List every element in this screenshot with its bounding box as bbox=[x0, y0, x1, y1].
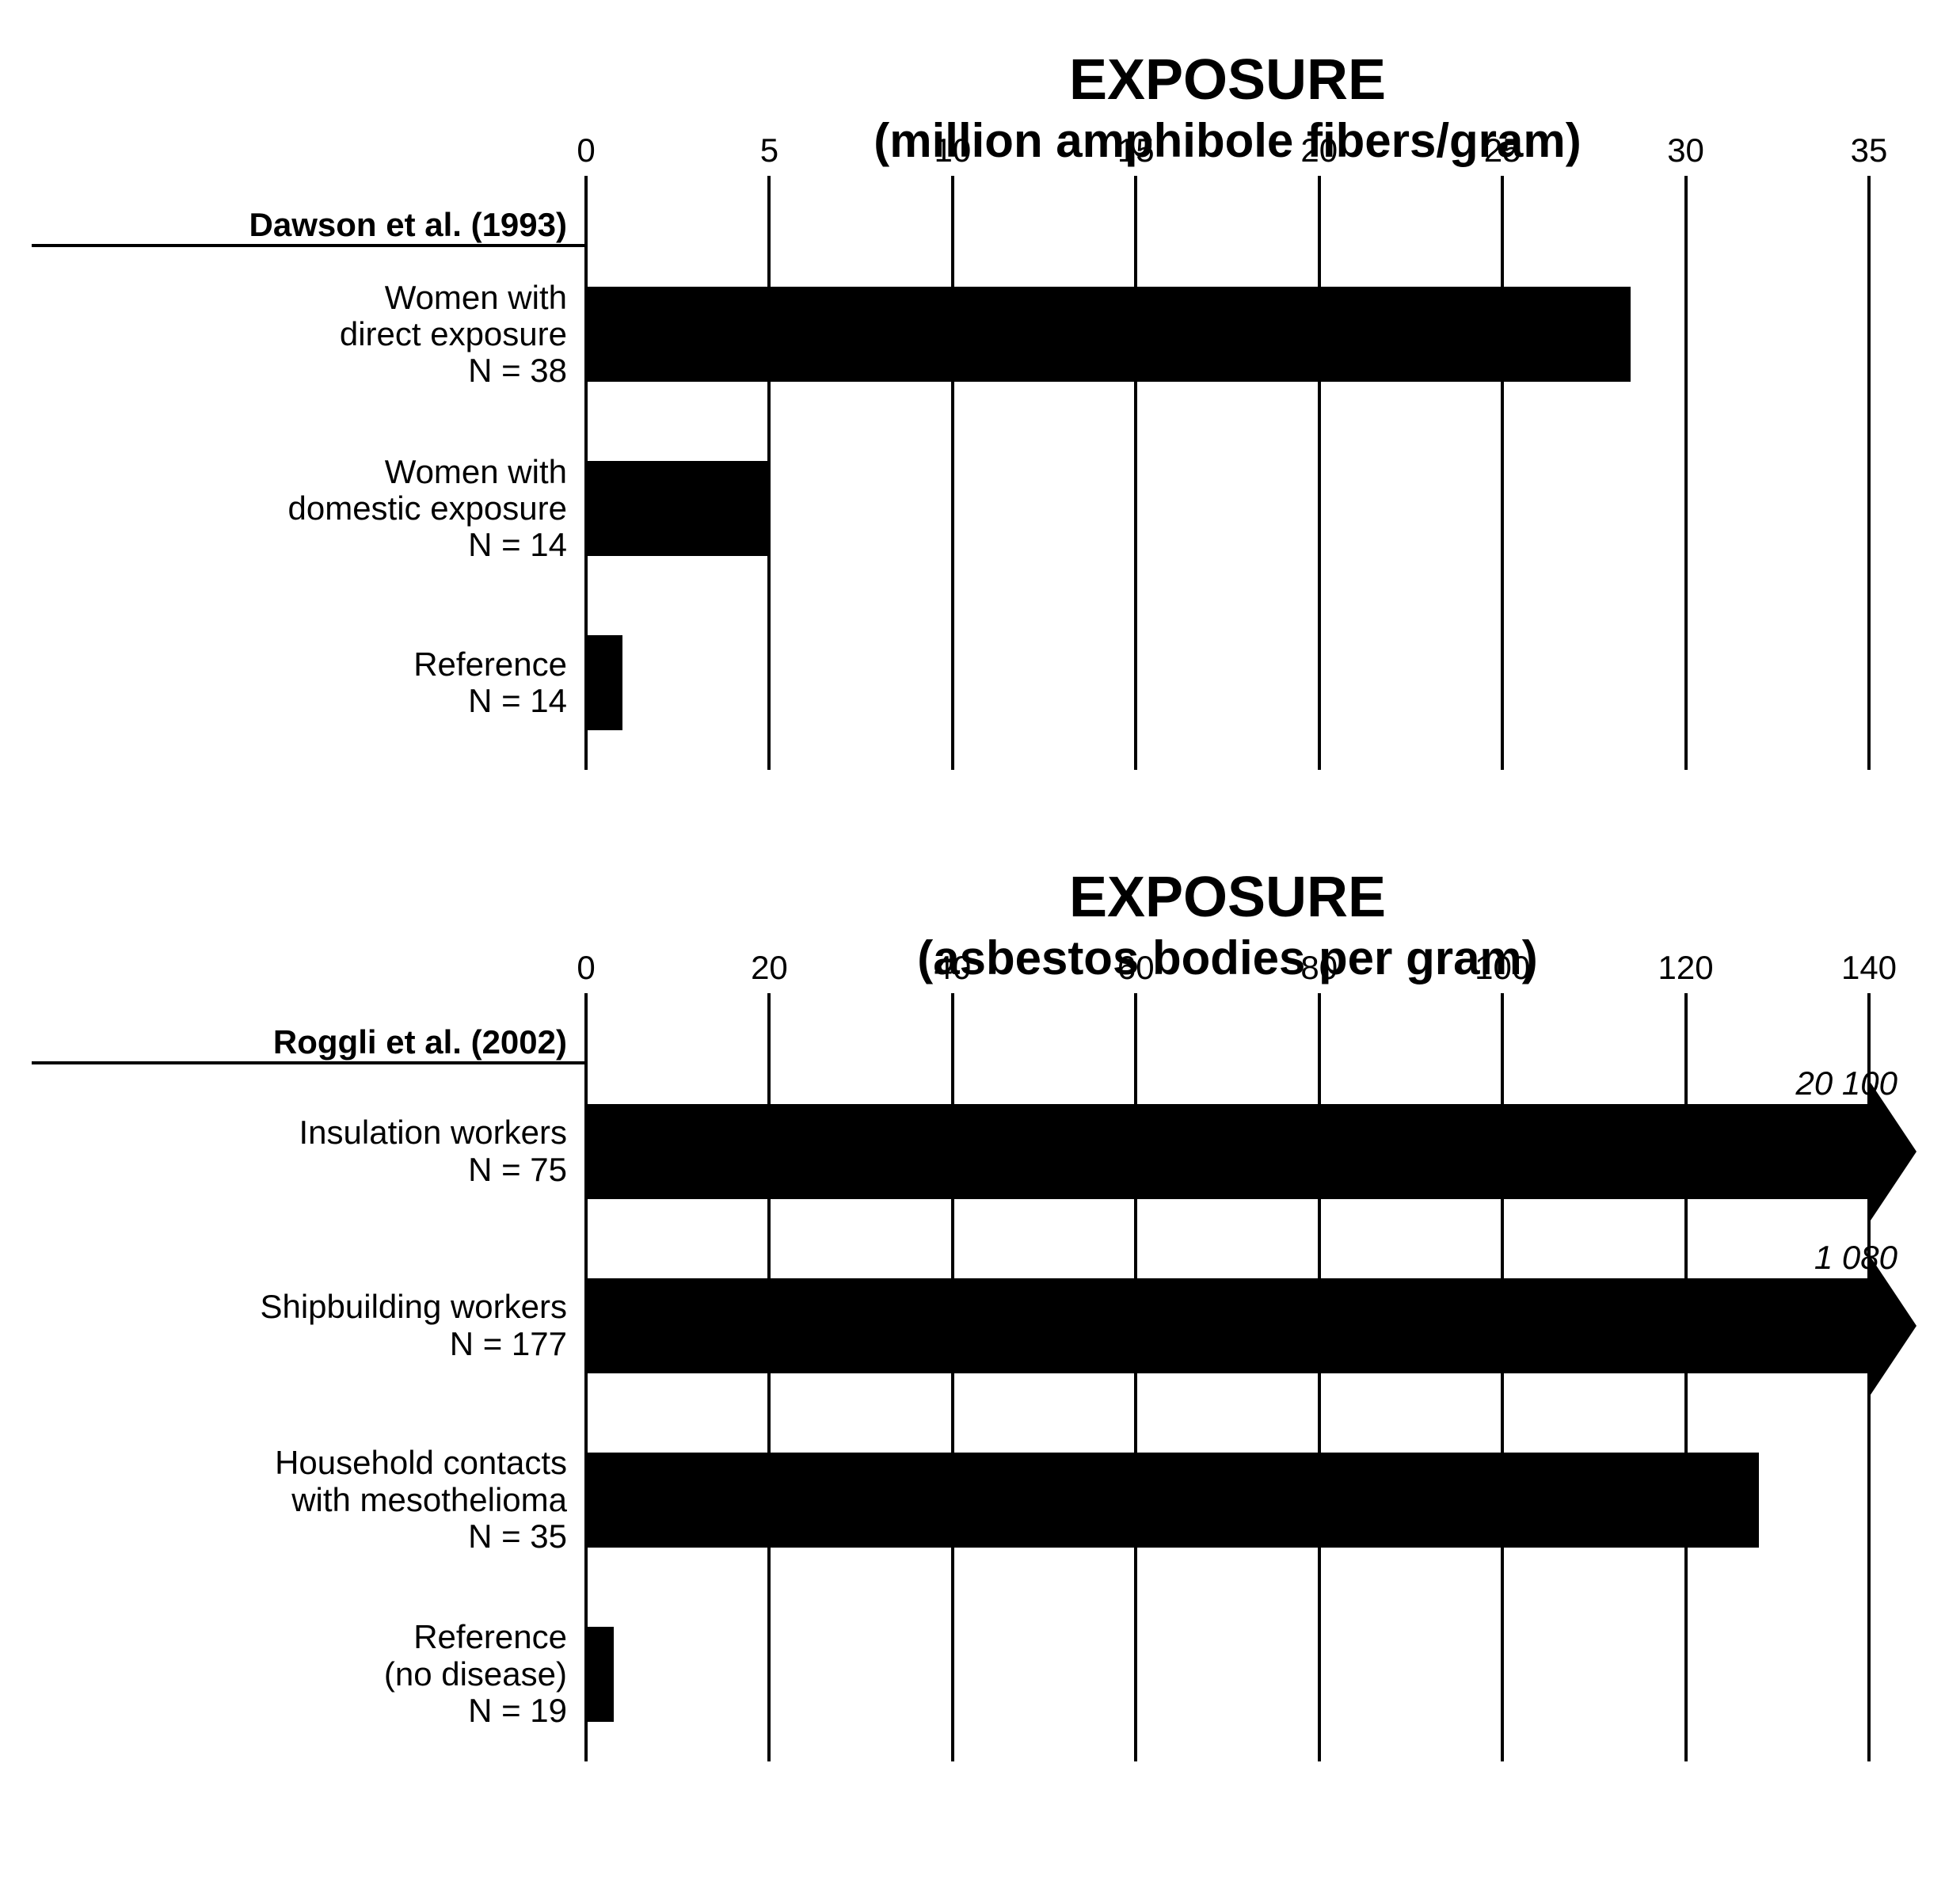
chart2-category-label: Insulation workersN = 75 bbox=[32, 1064, 586, 1239]
chart1-title-line1: EXPOSURE bbox=[586, 48, 1869, 113]
chart2-tick-label: 20 bbox=[751, 949, 788, 987]
chart2-category-label: Shipbuilding workersN = 177 bbox=[32, 1239, 586, 1413]
chart1-tick-label: 15 bbox=[1117, 131, 1155, 169]
chart2-category-label-line: N = 177 bbox=[32, 1326, 567, 1362]
chart1-tick-label: 5 bbox=[760, 131, 778, 169]
chart2: EXPOSURE(asbestos bodies per gram)Roggli… bbox=[32, 865, 1913, 1761]
chart2-category-label: Reference(no disease)N = 19 bbox=[32, 1587, 586, 1761]
chart1-category-label: Women withdirect exposureN = 38 bbox=[32, 247, 586, 421]
chart1-category-label-line: Women with bbox=[32, 454, 567, 490]
chart2-tick-label: 40 bbox=[934, 949, 971, 987]
chart2-tick-label: 0 bbox=[577, 949, 595, 987]
chart2-bar bbox=[586, 1278, 1869, 1373]
chart1-y-labels: Dawson et al. (1993)Women withdirect exp… bbox=[32, 176, 586, 770]
chart1-tick-label: 10 bbox=[934, 131, 971, 169]
chart2-category-label-line: Shipbuilding workers bbox=[32, 1289, 567, 1325]
chart1-gridline bbox=[1318, 176, 1321, 770]
chart2-category-label: Household contactswith mesotheliomaN = 3… bbox=[32, 1413, 586, 1587]
chart2-study-label: Roggli et al. (2002) bbox=[32, 993, 586, 1064]
chart2-title-line1: EXPOSURE bbox=[586, 865, 1869, 931]
chart2-tick-label: 80 bbox=[1300, 949, 1338, 987]
chart1-tick-label: 35 bbox=[1851, 131, 1888, 169]
chart1-category-label-line: N = 14 bbox=[32, 527, 567, 563]
chart2-category-label-line: N = 35 bbox=[32, 1518, 567, 1555]
chart2-body: Roggli et al. (2002)Insulation workersN … bbox=[32, 993, 1913, 1761]
chart1-gridline bbox=[1501, 176, 1504, 770]
chart1-gridline bbox=[1134, 176, 1137, 770]
chart2-category-label-line: (no disease) bbox=[32, 1656, 567, 1693]
chart1: EXPOSURE(million amphibole fibers/gram)D… bbox=[32, 48, 1913, 770]
chart2-bar bbox=[586, 1627, 614, 1722]
chart1-category-label: Women withdomestic exposureN = 14 bbox=[32, 421, 586, 596]
chart1-gridline bbox=[951, 176, 954, 770]
chart2-tick-label: 140 bbox=[1841, 949, 1897, 987]
chart1-study-label: Dawson et al. (1993) bbox=[32, 176, 586, 247]
chart1-category-label-line: direct exposure bbox=[32, 316, 567, 352]
chart1-bar bbox=[586, 287, 1631, 382]
chart1-bar bbox=[586, 635, 622, 730]
chart2-tick-label: 100 bbox=[1475, 949, 1530, 987]
chart1-category-label-line: domestic exposure bbox=[32, 490, 567, 527]
chart2-arrowhead-icon bbox=[1869, 1255, 1916, 1397]
chart2-bar bbox=[586, 1453, 1759, 1548]
chart1-plot: 05101520253035 bbox=[586, 176, 1913, 770]
chart1-category-label-line: N = 38 bbox=[32, 352, 567, 389]
chart2-category-label-line: Reference bbox=[32, 1619, 567, 1655]
chart1-tick-label: 30 bbox=[1667, 131, 1704, 169]
chart1-category-label: ReferenceN = 14 bbox=[32, 596, 586, 770]
chart2-y-labels: Roggli et al. (2002)Insulation workersN … bbox=[32, 993, 586, 1761]
chart2-bar bbox=[586, 1104, 1869, 1199]
chart1-tick-label: 0 bbox=[577, 131, 595, 169]
chart1-tick-label: 25 bbox=[1484, 131, 1521, 169]
chart1-bar bbox=[586, 461, 769, 556]
chart1-gridline bbox=[1684, 176, 1688, 770]
chart2-category-label-line: with mesothelioma bbox=[32, 1482, 567, 1518]
chart2-tick-label: 60 bbox=[1117, 949, 1155, 987]
chart1-category-label-line: Reference bbox=[32, 646, 567, 683]
chart2-category-label-line: N = 75 bbox=[32, 1152, 567, 1188]
chart2-category-label-line: Household contacts bbox=[32, 1445, 567, 1481]
chart2-tick-label: 120 bbox=[1658, 949, 1714, 987]
chart1-body: Dawson et al. (1993)Women withdirect exp… bbox=[32, 176, 1913, 770]
chart2-category-label-line: Insulation workers bbox=[32, 1114, 567, 1151]
chart1-tick-label: 20 bbox=[1300, 131, 1338, 169]
chart1-gridline bbox=[1867, 176, 1871, 770]
chart2-category-label-line: N = 19 bbox=[32, 1693, 567, 1729]
chart2-plot: 02040608010012014020 1001 080 bbox=[586, 993, 1913, 1761]
chart1-category-label-line: N = 14 bbox=[32, 683, 567, 719]
chart2-arrowhead-icon bbox=[1869, 1080, 1916, 1223]
chart1-category-label-line: Women with bbox=[32, 280, 567, 316]
